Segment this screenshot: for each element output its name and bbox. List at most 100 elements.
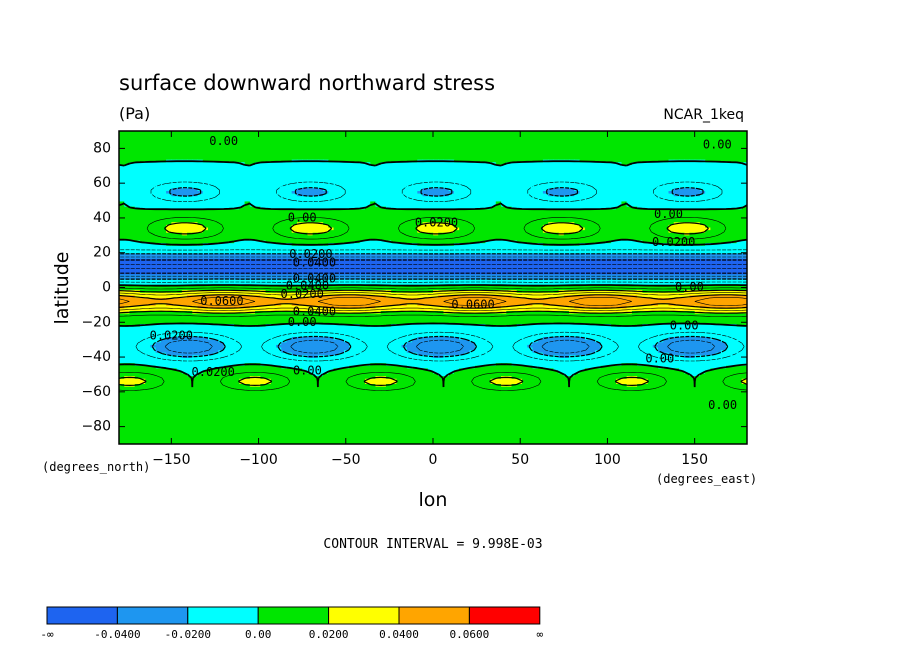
field-cell [459, 190, 465, 195]
field-cell [705, 183, 711, 187]
field-cell [260, 141, 267, 145]
field-cell [207, 175, 214, 179]
field-cell [433, 149, 439, 153]
field-cell [626, 185, 633, 189]
field-cell [359, 154, 366, 158]
field-cell [176, 162, 183, 166]
field-cell [375, 206, 382, 210]
field-cell [129, 131, 136, 135]
field-cell [600, 136, 607, 140]
field-cell [202, 167, 209, 171]
field-cell [166, 188, 172, 192]
field-cell [652, 188, 659, 192]
field-cell [176, 177, 183, 182]
field-cell [302, 141, 308, 145]
field-cell [652, 198, 659, 203]
field-cell [260, 183, 267, 187]
field-cell [689, 170, 696, 174]
field-cell [359, 201, 366, 205]
field-cell [433, 172, 439, 176]
field-cell [542, 136, 549, 140]
field-cell [139, 193, 146, 197]
field-cell [527, 201, 534, 205]
field-cell [223, 209, 230, 213]
field-cell [485, 180, 492, 184]
field-cell [396, 167, 403, 171]
field-cell [296, 136, 303, 140]
field-cell [720, 146, 727, 150]
field-cell [338, 141, 345, 145]
field-cell [495, 157, 502, 161]
field-cell [579, 136, 586, 140]
field-cell [412, 206, 418, 210]
field-cell [678, 151, 685, 156]
field-cell [485, 204, 492, 208]
field-cell [197, 154, 204, 158]
field-cell [694, 146, 701, 150]
field-cell [569, 157, 575, 161]
field-cell [134, 154, 141, 158]
field-cell [406, 172, 413, 176]
field-cell [527, 209, 534, 213]
field-cell [506, 188, 513, 192]
field-cell [291, 172, 298, 176]
field-cell [134, 209, 141, 213]
field-cell [663, 167, 670, 171]
field-cell [385, 138, 392, 143]
field-cell [548, 141, 554, 145]
field-cell [563, 170, 570, 174]
field-cell [637, 183, 643, 187]
field-cell [187, 209, 193, 213]
field-cell [511, 157, 518, 161]
field-cell [412, 170, 418, 174]
field-cell [265, 209, 272, 213]
field-cell [333, 206, 340, 210]
field-cell [333, 188, 340, 192]
field-cell [129, 185, 136, 189]
field-cell [281, 146, 288, 150]
field-cell [160, 185, 167, 189]
field-cell [207, 164, 214, 169]
field-cell [207, 177, 214, 182]
field-cell [344, 196, 350, 200]
field-cell [506, 196, 513, 200]
field-cell [642, 196, 649, 200]
field-cell [553, 204, 560, 208]
field-cell [741, 141, 747, 145]
field-cell [338, 170, 345, 174]
field-cell [406, 170, 413, 174]
field-cell [412, 188, 418, 192]
field-cell [412, 180, 418, 184]
field-cell [542, 201, 549, 205]
field-cell [678, 177, 685, 182]
field-cell [579, 188, 586, 192]
field-cell [406, 175, 413, 179]
field-cell [480, 196, 486, 200]
field-cell [124, 201, 131, 205]
field-cell [202, 190, 209, 195]
field-cell [160, 211, 167, 216]
field-cell [506, 180, 513, 184]
field-cell [276, 209, 282, 213]
field-cell [647, 185, 654, 189]
field-cell [642, 136, 649, 140]
field-cell [652, 196, 659, 200]
field-cell [349, 170, 356, 174]
field-cell [605, 164, 612, 169]
field-cell [469, 146, 476, 150]
field-cell [464, 167, 471, 171]
field-cell [741, 196, 747, 200]
field-cell [621, 183, 628, 187]
field-cell [286, 172, 293, 176]
field-cell [495, 144, 502, 148]
field-cell [511, 177, 518, 182]
field-cell [438, 204, 445, 208]
field-cell [548, 204, 554, 208]
field-cell [521, 141, 528, 145]
field-cell [338, 193, 345, 197]
field-cell [291, 162, 298, 166]
field-cell [741, 136, 747, 140]
field-cell [160, 196, 167, 200]
field-cell [349, 167, 356, 171]
field-cell [145, 183, 151, 187]
